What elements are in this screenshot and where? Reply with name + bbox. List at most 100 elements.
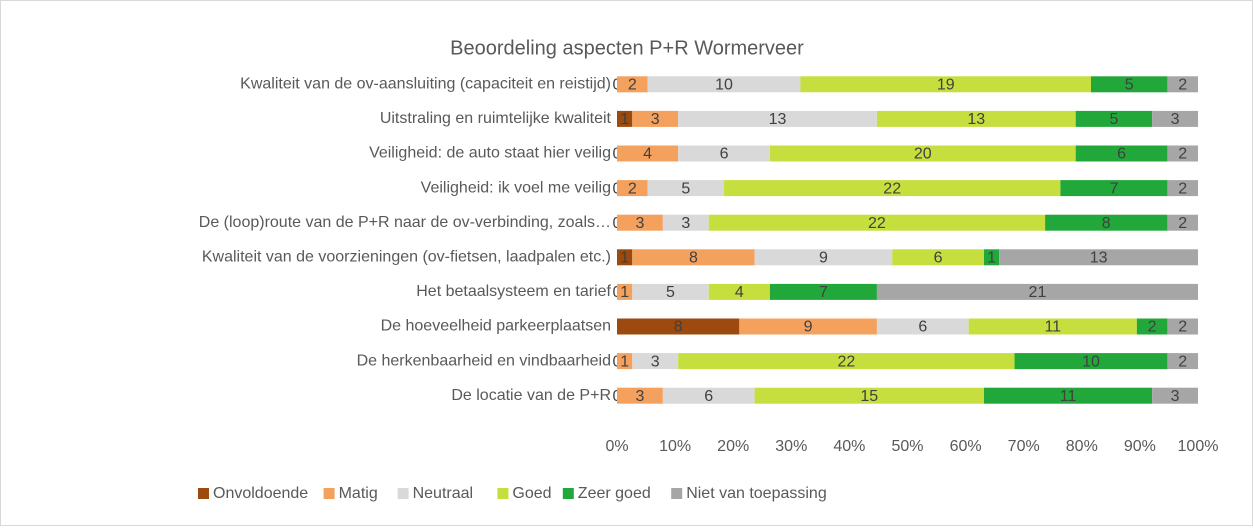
x-tick-label: 20% (717, 438, 749, 455)
data-label: 13 (769, 111, 787, 128)
bar-segment (617, 214, 663, 231)
data-label: 10 (1082, 353, 1100, 370)
data-label: 3 (635, 388, 644, 405)
data-label: 5 (1109, 111, 1118, 128)
chart-title: Beoordeling aspecten P+R Wormerveer (450, 37, 804, 59)
bar-segment (617, 76, 648, 93)
legend-swatch (562, 488, 574, 499)
data-label: 6 (1117, 146, 1126, 163)
data-label: 2 (628, 180, 637, 197)
bar-segment (617, 353, 633, 370)
bar-segment (647, 180, 725, 197)
legend-label: Goed (512, 485, 551, 502)
legend-label: Neutraal (413, 485, 473, 502)
category-label: Uitstraling en ruimtelijke kwaliteit (380, 110, 612, 127)
bar-segment (632, 249, 755, 266)
legend-swatch (323, 488, 335, 499)
data-label: 22 (837, 353, 855, 370)
bar-segment (999, 249, 1198, 266)
data-label: 2 (1178, 180, 1187, 197)
x-tick-label: 60% (950, 438, 982, 455)
data-label: 22 (883, 180, 901, 197)
bar-segment (662, 387, 755, 404)
data-label: 11 (1060, 388, 1077, 405)
data-label: 1 (620, 353, 629, 370)
data-label: 8 (674, 319, 683, 336)
data-label: 13 (967, 111, 985, 128)
data-label: 4 (643, 146, 652, 163)
bar-segment (632, 110, 679, 127)
bar-segment (647, 76, 801, 93)
category-label: De (loop)route van de P+R naar de ov-ver… (199, 214, 611, 231)
bar-segment (617, 318, 740, 335)
legend-swatch (497, 488, 509, 499)
data-label: 20 (914, 146, 932, 163)
bar-segment (1167, 76, 1198, 93)
bar-segment (1167, 318, 1198, 335)
data-label: 5 (1125, 77, 1134, 94)
bar-segment (678, 110, 877, 127)
bar-segment (800, 76, 1091, 93)
bar-segment (968, 318, 1137, 335)
category-label: De hoeveelheid parkeerplaatsen (381, 318, 611, 335)
data-label: 8 (1102, 215, 1111, 232)
bar-segment (876, 318, 969, 335)
data-label: 9 (819, 250, 828, 267)
data-label: 9 (804, 319, 813, 336)
data-label: 2 (1178, 215, 1187, 232)
bar-segment (1167, 353, 1198, 370)
bar-segment (983, 249, 1000, 266)
bar-segment (1075, 145, 1168, 162)
data-label: 19 (937, 77, 955, 94)
bar-segment (1090, 76, 1168, 93)
data-label: 6 (704, 388, 713, 405)
legend-label: Onvoldoende (213, 485, 308, 502)
data-label: 15 (860, 388, 878, 405)
x-tick-label: 70% (1008, 438, 1040, 455)
bar-segment (678, 353, 1015, 370)
bar-segment (769, 283, 877, 300)
x-tick-label: 90% (1124, 438, 1156, 455)
x-tick-label: 30% (775, 438, 807, 455)
bar-segment (876, 283, 1198, 300)
bar-segment (724, 180, 1061, 197)
data-label: 1 (987, 250, 996, 267)
data-label: 3 (651, 353, 660, 370)
bar-segment (708, 214, 1046, 231)
data-label: 1 (620, 111, 629, 128)
x-tick-label: 0% (605, 438, 628, 455)
legend-swatch (397, 488, 409, 499)
bar-segment (739, 318, 877, 335)
bar-segment (617, 249, 633, 266)
data-label: 2 (1178, 77, 1187, 94)
data-label: 6 (934, 250, 943, 267)
bar-segment (678, 145, 770, 162)
data-label: 4 (735, 284, 744, 301)
data-label: 11 (1044, 319, 1061, 336)
bar-segment (1167, 180, 1198, 197)
bar-segment (892, 249, 984, 266)
bar-segment (983, 387, 1153, 404)
data-label: 2 (1178, 146, 1187, 163)
bar-segment (1152, 110, 1198, 127)
bar-segment (754, 249, 893, 266)
bar-segment (1152, 387, 1198, 404)
bar-segment (617, 110, 633, 127)
bar-segment (632, 353, 679, 370)
data-label: 10 (715, 77, 733, 94)
bar-segment (1167, 145, 1198, 162)
bar-segment (1075, 110, 1153, 127)
legend-swatch (198, 488, 209, 499)
data-label: 6 (918, 319, 927, 336)
data-label: 7 (819, 284, 828, 301)
data-label: 3 (1171, 111, 1180, 128)
bar-segment (662, 214, 709, 231)
data-label: 6 (720, 146, 729, 163)
x-tick-label: 100% (1178, 438, 1219, 455)
category-label: Het betaalsysteem en tarief (416, 283, 611, 300)
data-label: 2 (628, 77, 637, 94)
bar-segment (769, 145, 1076, 162)
data-label: 5 (666, 284, 675, 301)
bar-segment (617, 180, 648, 197)
